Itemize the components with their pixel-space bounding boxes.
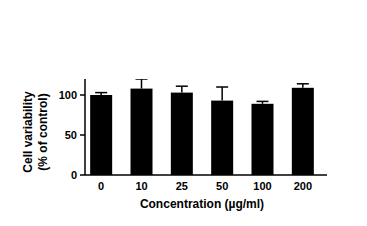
y-tick-label: 0 — [71, 169, 77, 181]
bar — [131, 89, 153, 175]
error-bar — [95, 93, 107, 95]
x-tick-label: 200 — [294, 180, 312, 192]
y-tick — [80, 94, 85, 96]
bar — [171, 93, 193, 175]
x-tick-label: 10 — [135, 180, 147, 192]
y-tick — [80, 134, 85, 136]
error-line — [221, 87, 223, 101]
x-tick-label: 0 — [98, 180, 104, 192]
x-tick-label: 25 — [176, 180, 188, 192]
error-cap — [216, 86, 228, 88]
y-tick-label: 100 — [59, 89, 77, 101]
error-bar — [176, 86, 188, 92]
y-axis-label: (% of control) — [36, 93, 50, 170]
error-cap — [136, 79, 148, 80]
error-bar — [257, 101, 269, 103]
error-cap — [95, 92, 107, 94]
x-tick-label: 50 — [216, 180, 228, 192]
x-axis-label: Concentration (µg/ml) — [140, 197, 264, 211]
y-axis-label: Cell variability — [21, 91, 35, 173]
plot-area — [90, 79, 314, 175]
chart: 0 50 100 0 10 25 50 100 200 Concentration (µg/ml)… — [0, 0, 367, 226]
bar — [90, 95, 112, 175]
y-tick — [80, 174, 85, 176]
x-axis — [85, 174, 327, 176]
y-tick-label: 50 — [65, 129, 77, 141]
error-line — [141, 79, 143, 89]
error-bar — [297, 84, 309, 88]
error-cap — [297, 83, 309, 85]
error-cap — [257, 101, 269, 103]
y-axis — [84, 79, 86, 175]
error-bar — [216, 87, 228, 101]
bar — [292, 88, 314, 175]
bar — [211, 101, 233, 175]
x-tick-label: 100 — [253, 180, 271, 192]
error-line — [181, 86, 183, 92]
bar — [252, 104, 274, 175]
error-bar — [136, 79, 148, 89]
error-cap — [176, 85, 188, 87]
